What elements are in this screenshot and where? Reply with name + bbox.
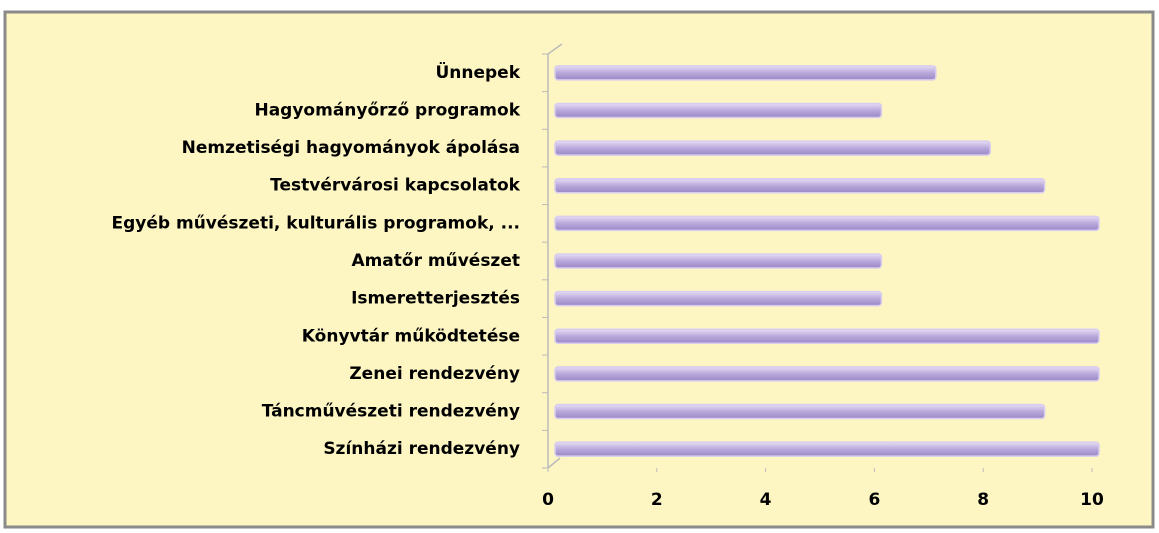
bar xyxy=(554,253,883,269)
y-tick-label: Nemzetiségi hagyományok ápolása xyxy=(182,138,520,158)
y-tick-label: Könyvtár működtetése xyxy=(302,326,520,346)
axis-corner xyxy=(547,43,563,55)
y-tick-label: Ünnepek xyxy=(435,61,520,83)
x-tick-label: 10 xyxy=(1080,490,1104,510)
y-tick-label: Hagyományőrző programok xyxy=(254,100,520,120)
bar xyxy=(554,215,1100,232)
chart-area xyxy=(3,10,1155,529)
x-tick-label: 4 xyxy=(760,490,772,510)
bar xyxy=(554,441,1100,457)
y-tick-label: Ismeretterjesztés xyxy=(351,289,520,309)
bar xyxy=(554,290,883,307)
y-tick-label: Táncművészeti rendezvény xyxy=(262,402,520,422)
y-tick-label: Egyéb művészeti, kulturális programok, .… xyxy=(112,213,521,233)
x-tick-label: 0 xyxy=(542,490,554,510)
x-tick-label: 8 xyxy=(977,490,989,510)
bar xyxy=(554,366,1100,382)
x-tick-label: 6 xyxy=(868,490,880,510)
bar xyxy=(554,328,1100,345)
bar xyxy=(554,403,1046,420)
bar xyxy=(554,177,1046,194)
y-tick-label: Amatőr művészet xyxy=(351,251,520,271)
x-tick-label: 2 xyxy=(651,490,663,510)
bar xyxy=(554,65,937,81)
y-tick-label: Testvérvárosi kapcsolatok xyxy=(270,176,521,196)
axis-corner xyxy=(547,457,561,469)
bar xyxy=(554,102,883,119)
bar xyxy=(554,140,991,156)
y-tick-label: Színházi rendezvény xyxy=(323,439,520,459)
y-tick-label: Zenei rendezvény xyxy=(349,364,520,384)
